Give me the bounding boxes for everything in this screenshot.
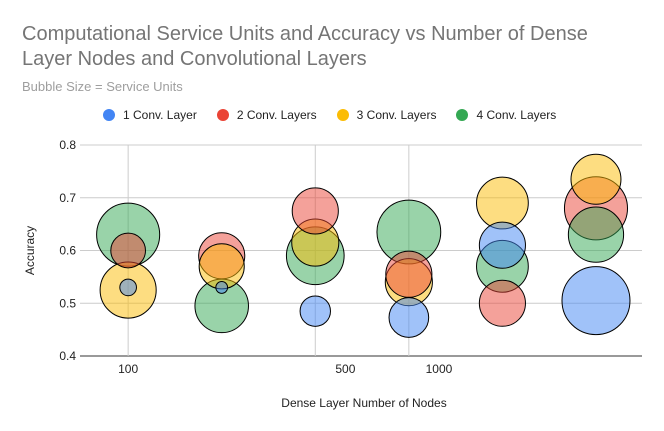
chart-title: Computational Service Units and Accuracy…	[22, 23, 588, 70]
y-tick-label: 0.5	[59, 296, 76, 310]
legend-marker-4-conv	[456, 109, 469, 121]
legend-label-4-conv: 4 Conv. Layers	[476, 108, 557, 122]
bubble-series-4	[567, 206, 625, 263]
axes: 0.4 0.5 0.6 0.7 0.8 100 500 1000	[59, 138, 452, 376]
bubbles	[96, 153, 631, 338]
legend-label-1-conv: 1 Conv. Layer	[123, 108, 197, 122]
legend-label-2-conv: 2 Conv. Layers	[236, 108, 317, 122]
y-tick-label: 0.8	[59, 138, 76, 152]
bubble-series-3	[476, 176, 529, 230]
x-axis-title: Dense Layer Number of Nodes	[281, 396, 446, 410]
bubble-series-3	[570, 153, 622, 205]
bubble-series-2	[478, 279, 526, 327]
bubble-series-2	[110, 232, 146, 269]
y-tick-label: 0.6	[59, 244, 76, 258]
x-tick-label: 500	[335, 362, 355, 376]
bubble-series-1	[215, 281, 229, 294]
chart-subtitle: Bubble Size = Service Units	[22, 79, 183, 94]
legend-item-3-conv[interactable]: 3 Conv. Layers	[336, 108, 437, 122]
bubble-series-1	[388, 297, 430, 338]
gridlines	[80, 144, 642, 357]
legend-marker-1-conv	[103, 109, 115, 121]
x-tick-label: 1000	[426, 362, 453, 376]
legend-item-2-conv[interactable]: 2 Conv. Layers	[216, 108, 317, 122]
legend-marker-2-conv	[216, 109, 229, 121]
legend-item-1-conv[interactable]: 1 Conv. Layer	[103, 108, 197, 122]
legend-marker-3-conv	[336, 109, 349, 121]
bubble-series-1	[119, 278, 137, 297]
bubble-series-1	[561, 266, 631, 336]
legend-label-3-conv: 3 Conv. Layers	[356, 108, 437, 122]
y-tick-label: 0.7	[59, 191, 76, 205]
x-tick-label: 100	[118, 362, 138, 376]
legend-item-4-conv[interactable]: 4 Conv. Layers	[456, 108, 556, 122]
bubble-series-1	[478, 221, 526, 269]
legend: 1 Conv. Layer 2 Conv. Layers 3 Conv. Lay…	[103, 108, 576, 122]
y-axis-title: Accuracy	[23, 226, 37, 275]
bubble-series-2	[385, 250, 433, 298]
bubble-series-2	[291, 187, 339, 235]
y-tick-label: 0.4	[59, 349, 76, 363]
bubble-series-1	[299, 295, 331, 327]
